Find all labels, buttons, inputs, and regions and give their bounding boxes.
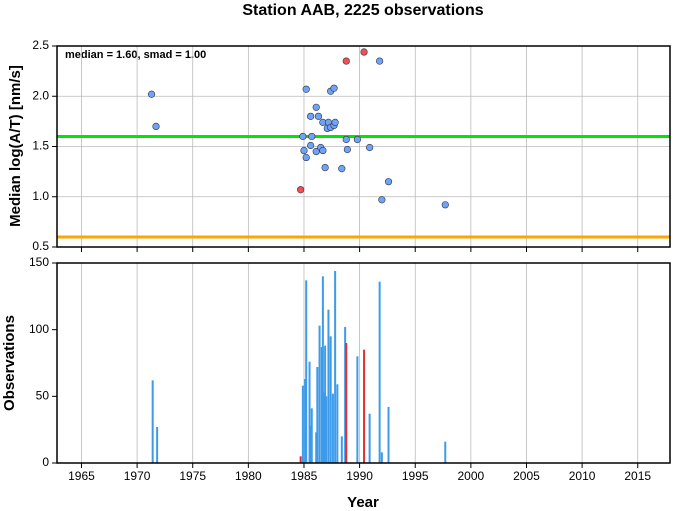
point [319,146,327,155]
bar [316,367,319,463]
point [360,48,368,56]
bar [324,345,327,463]
point [297,186,305,194]
point [342,57,350,65]
bar [318,325,321,463]
bar [380,452,383,463]
point [308,132,316,141]
x-tick-label: 2015 [624,469,651,483]
bar [323,392,326,463]
point [307,112,315,120]
y-tick-label: 0 [42,455,49,469]
point [366,143,374,152]
bar [356,356,359,463]
bar [378,281,381,463]
y-axis-title: Median log(A/T) [nm/s] [7,65,24,227]
plot-frame [56,45,671,248]
bar [299,456,302,463]
y-tick-label: 2.0 [32,88,49,102]
y-tick-label: 1.5 [32,139,49,153]
bar [387,407,390,463]
x-tick-label: 1975 [179,469,206,483]
y-tick-label: 2.5 [32,38,49,52]
y-axis-title: Observations [1,315,18,411]
bar [308,361,311,463]
point [299,132,307,141]
point [338,165,346,173]
point [147,90,156,98]
point [342,135,350,144]
x-tick-label: 1970 [124,469,151,483]
x-tick-label: 2010 [569,469,596,483]
bar [331,393,334,463]
bar [345,343,348,463]
y-tick-label: 0.5 [32,239,49,253]
bar [340,436,343,463]
point [441,201,449,209]
plot-frame [56,262,671,464]
bar [325,396,328,463]
point [331,118,339,126]
point [384,178,393,186]
point [330,84,338,92]
x-tick-label: 1990 [346,469,373,483]
point [321,164,329,172]
bar [304,379,307,463]
bar [329,336,332,463]
point [378,196,386,204]
x-tick-label: 1965 [68,469,95,483]
point [152,122,160,130]
y-tick-label: 50 [36,389,50,403]
bar [344,327,347,463]
bar [368,413,371,463]
y-tick-label: 150 [29,255,49,269]
y-tick-label: 1.0 [32,189,49,203]
bar [320,347,323,463]
bar [156,427,159,463]
point [343,145,351,154]
x-tick-label: 1985 [291,469,318,483]
bar [363,349,366,463]
x-tick-label: 2005 [513,469,540,483]
bar [301,385,304,463]
bar [309,425,312,463]
point [302,153,310,162]
x-tick-label: 2000 [458,469,485,483]
annotation: median = 1.60, smad = 1.00 [65,49,206,61]
point [314,112,323,120]
point [376,57,384,65]
bar [336,384,339,463]
bar [305,280,308,463]
chart-title: Station AAB, 2225 observations [242,2,483,19]
bar [444,441,447,463]
bar [321,276,324,463]
bar [315,432,318,463]
y-tick-label: 100 [29,322,49,336]
x-axis-title: Year [347,494,379,511]
bar [334,271,337,463]
point [353,135,361,144]
x-tick-label: 1995 [402,469,429,483]
x-tick-label: 1980 [235,469,262,483]
point [312,103,320,111]
bar [327,309,330,463]
bar [151,380,154,463]
point [300,146,308,155]
bar [310,408,313,463]
point [302,85,310,93]
point [307,141,315,150]
